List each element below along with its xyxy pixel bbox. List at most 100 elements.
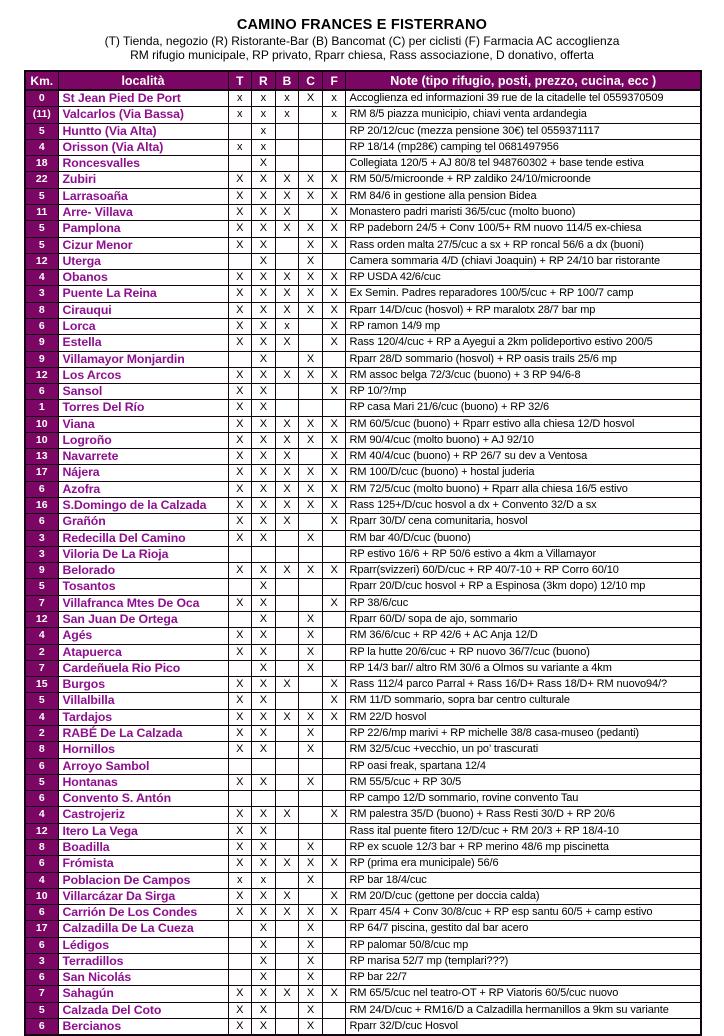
note-cell: RP bar 18/4/cuc [345, 871, 702, 889]
flag-b-cell: X [274, 513, 300, 531]
flag-r-cell: X [251, 676, 276, 694]
camino-stages-table: Km. località T R B C F Note (tipo rifugi… [24, 70, 702, 1036]
flag-b-cell: X [274, 220, 300, 238]
flag-t-cell: x [227, 871, 253, 889]
table-row: 17 Nájera X X X X X RM 100/D/cuc (buono) + host… [24, 464, 702, 482]
locality-cell: Roncesvalles [57, 155, 229, 173]
table-row: 6 Arroyo Sambol RP oasi freak, spartana 12… [24, 757, 702, 775]
flag-r-cell: X [251, 301, 276, 319]
km-cell: 12 [24, 610, 59, 629]
flag-f-cell [321, 252, 347, 271]
note-cell: Accoglienza ed informazioni 39 rue de la… [345, 89, 702, 108]
note-cell: Monastero padri maristi 36/5/cuc (molto … [345, 203, 702, 222]
flag-c-cell: X [298, 415, 323, 433]
table-row: 13 Navarrete X X X X RM 40/4/cuc (buono) + RP … [24, 448, 702, 466]
flag-c-cell [298, 887, 323, 906]
locality-cell: Boadilla [57, 838, 229, 857]
flag-b-cell: X [274, 415, 300, 433]
flag-r-cell: X [251, 220, 276, 238]
flag-r-cell: X [251, 171, 276, 189]
flag-f-cell [321, 969, 347, 987]
flag-t-cell: X [227, 399, 253, 417]
flag-r-cell: X [251, 285, 276, 303]
flag-t-cell: X [227, 985, 253, 1003]
flag-r-cell: X [251, 334, 276, 352]
header-bancomat: B [274, 70, 300, 91]
flag-b-cell: X [274, 301, 300, 319]
table-row: 15 Burgos X X X X Rass 112/4 parco Parral + Ra… [24, 676, 702, 694]
table-row: 22 Zubiri X X X X X RM 50/5/microonde + RP zald… [24, 171, 702, 189]
km-cell: 13 [24, 448, 59, 466]
note-cell: Ex Semin. Padres reparadores 100/5/cuc +… [345, 285, 702, 303]
flag-r-cell: X [251, 155, 276, 173]
table-row: 8 Cirauqui X X X X X Rparr 14/D/cuc (hosvol) + … [24, 301, 702, 319]
flag-t-cell: X [227, 236, 253, 254]
flag-c-cell: X [298, 350, 323, 368]
table-row: 6 Grañón X X X X Rparr 30/D/ cena comunitaria,… [24, 513, 702, 531]
note-cell: RM 20/D/cuc (gettone per doccia calda) [345, 887, 702, 906]
flag-b-cell: X [274, 269, 300, 287]
flag-r-cell: X [251, 203, 276, 222]
km-cell: 6 [24, 480, 59, 499]
locality-cell: Cardeñuela Rio Pico [57, 659, 229, 678]
flag-c-cell: X [298, 871, 323, 889]
km-cell: 12 [24, 366, 59, 385]
flag-c-cell: X [298, 741, 323, 759]
flag-f-cell: X [321, 464, 347, 482]
table-row: 6 Sansol X X X RP 10/?/mp [24, 383, 702, 401]
flag-b-cell [274, 969, 300, 987]
flag-b-cell: X [274, 497, 300, 515]
note-cell: Rass ital puente fitero 12/D/cuc + RM 20… [345, 822, 702, 840]
flag-t-cell: X [227, 562, 253, 580]
flag-f-cell [321, 350, 347, 368]
flag-b-cell [274, 138, 300, 157]
flag-c-cell [298, 106, 323, 124]
flag-f-cell [321, 773, 347, 792]
km-cell: 5 [24, 773, 59, 792]
flag-b-cell [274, 838, 300, 857]
locality-cell: Villalbilla [57, 692, 229, 710]
note-cell: RP ex scuole 12/3 bar + RP merino 48/6 m… [345, 838, 702, 857]
flag-c-cell: X [298, 936, 323, 954]
locality-cell: Orisson (Via Alta) [57, 138, 229, 157]
flag-r-cell: X [251, 464, 276, 482]
locality-cell: Tosantos [57, 578, 229, 596]
locality-cell: Terradillos [57, 952, 229, 971]
note-cell: RM 60/5/cuc (buono) + Rparr estivo alla … [345, 415, 702, 433]
locality-cell: Arre- Villava [57, 203, 229, 222]
flag-r-cell: X [251, 773, 276, 792]
header-farmacia: F [321, 70, 347, 91]
table-row: 12 Los Arcos X X X X X RM assoc belga 72/3/cuc … [24, 366, 702, 385]
flag-t-cell [227, 790, 253, 808]
locality-cell: San Juan De Ortega [57, 610, 229, 629]
table-row: 9 Villamayor Monjardin X X Rparr 28/D sommar… [24, 350, 702, 368]
flag-t-cell [227, 757, 253, 775]
flag-b-cell [274, 1018, 300, 1036]
flag-b-cell [274, 252, 300, 271]
flag-r-cell: X [251, 838, 276, 857]
flag-f-cell: X [321, 187, 347, 205]
flag-r-cell: X [251, 399, 276, 417]
flag-r-cell [251, 757, 276, 775]
flag-c-cell [298, 757, 323, 775]
km-cell: 8 [24, 741, 59, 759]
flag-c-cell [298, 155, 323, 173]
locality-cell: Huntto (Via Alta) [57, 122, 229, 140]
flag-t-cell: X [227, 497, 253, 515]
flag-c-cell: X [298, 285, 323, 303]
flag-c-cell: X [298, 497, 323, 515]
flag-b-cell: x [274, 317, 300, 336]
km-cell: 8 [24, 838, 59, 857]
note-cell: Rass 112/4 parco Parral + Rass 16/D+ Ras… [345, 676, 702, 694]
locality-cell: Torres Del Río [57, 399, 229, 417]
table-row: 10 Viana X X X X X RM 60/5/cuc (buono) + Rparr … [24, 415, 702, 433]
km-cell: 5 [24, 578, 59, 596]
locality-cell: Lorca [57, 317, 229, 336]
km-cell: 4 [24, 806, 59, 824]
table-row: 3 Terradillos X X RP marisa 52/7 mp (templar… [24, 952, 702, 971]
km-cell: 17 [24, 920, 59, 938]
flag-t-cell: X [227, 741, 253, 759]
km-cell: 15 [24, 676, 59, 694]
flag-f-cell: X [321, 301, 347, 319]
